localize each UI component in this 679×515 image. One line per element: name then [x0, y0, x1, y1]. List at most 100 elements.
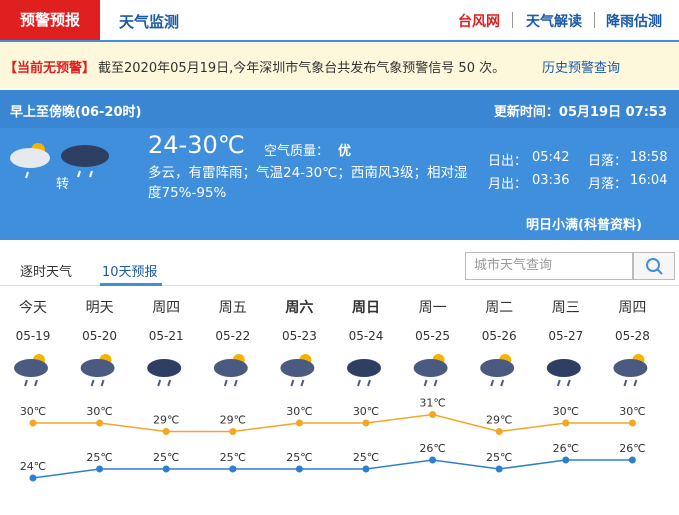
rain	[633, 379, 638, 387]
high-point	[96, 419, 104, 427]
rain	[157, 379, 162, 387]
rain	[500, 379, 505, 387]
low-label: 25℃	[153, 451, 179, 464]
rain	[566, 379, 571, 387]
weather-icon	[213, 354, 248, 387]
cloud	[413, 359, 448, 377]
date-label: 05-24	[349, 329, 384, 343]
rain	[490, 379, 495, 387]
cloud	[347, 359, 381, 377]
nav-tab[interactable]: 天气监测	[119, 13, 180, 31]
high-label: 31℃	[419, 397, 445, 410]
date-label: 05-19	[16, 329, 51, 343]
weather-icon	[280, 354, 315, 387]
alert-text: 截至2020年05月19日,今年深圳市气象台共发布气象预警信号 50 次。	[98, 61, 506, 76]
rain	[556, 379, 561, 387]
low-label: 24℃	[20, 460, 46, 473]
cloud	[213, 359, 248, 377]
today-icon	[10, 143, 109, 179]
cloud	[546, 359, 581, 377]
today-header	[0, 90, 679, 128]
nav-link[interactable]: 天气解读	[526, 14, 582, 30]
tab[interactable]: 10天预报	[102, 265, 158, 280]
high-point	[495, 428, 503, 435]
cloud	[80, 359, 115, 377]
day-label: 周一	[419, 300, 447, 316]
search-input[interactable]: 城市天气查询	[465, 252, 633, 280]
low-point	[495, 465, 503, 473]
cloud	[613, 359, 648, 377]
rain	[357, 379, 361, 387]
day-label: 周四	[618, 300, 646, 316]
low-point	[362, 465, 370, 473]
high-label: 30℃	[86, 405, 112, 418]
high-point	[29, 419, 37, 427]
date-label: 05-20	[82, 329, 117, 343]
low-point	[96, 465, 104, 473]
rain	[34, 379, 38, 387]
sun-label: 月落：	[588, 177, 628, 192]
high-label: 30℃	[619, 405, 645, 418]
weather-icon	[546, 359, 581, 387]
rain	[90, 379, 95, 387]
rain	[100, 379, 105, 387]
nav-link[interactable]: 降雨估测	[606, 14, 662, 30]
date-label: 05-28	[615, 329, 650, 343]
rain	[233, 379, 238, 387]
weather-icon	[480, 354, 515, 387]
nav-tab[interactable]: 预警预报	[0, 0, 100, 40]
tab[interactable]: 逐时天气	[20, 265, 73, 280]
cloud	[147, 359, 182, 377]
weather-icon	[147, 359, 182, 387]
low-label: 25℃	[86, 451, 112, 464]
high-label: 30℃	[353, 405, 379, 418]
sun-label: 日出：	[488, 154, 528, 169]
period: 早上至傍晚(06-20时)	[10, 105, 142, 120]
weather-icon	[613, 354, 648, 387]
weather-icon	[14, 354, 48, 387]
separator	[512, 12, 513, 28]
high-point	[628, 419, 636, 427]
turn: 转	[56, 177, 70, 192]
rain	[433, 379, 438, 387]
rain	[423, 379, 428, 387]
day-label: 周日	[352, 300, 380, 316]
divider	[0, 285, 679, 286]
high-point	[295, 419, 303, 427]
updated: 更新时间：05月19日 07:53	[493, 105, 667, 120]
date-label: 05-21	[149, 329, 184, 343]
low-point	[628, 456, 636, 464]
high-label: 30℃	[553, 405, 579, 418]
separator	[594, 12, 595, 28]
nav-link[interactable]: 台风网	[458, 14, 500, 30]
low-point	[429, 456, 437, 464]
note-link[interactable]: 明日小满(科普资料)	[526, 218, 642, 233]
day-label: 周四	[152, 300, 180, 316]
alert-link[interactable]: 历史预警查询	[542, 61, 621, 76]
search-button[interactable]	[633, 252, 675, 280]
sun-time: 16:04	[630, 173, 668, 188]
sun-label: 月出：	[488, 177, 528, 192]
high-point	[429, 411, 437, 418]
tab-underline	[100, 283, 162, 286]
weather-icon	[347, 359, 381, 387]
high-point	[562, 419, 570, 427]
low-label: 25℃	[486, 451, 512, 464]
alert-status: 【当前无预警】	[4, 61, 96, 76]
day-label: 明天	[86, 300, 114, 316]
high-label: 29℃	[220, 414, 246, 427]
high-point	[162, 428, 170, 435]
alert-bar	[0, 42, 679, 88]
date-label: 05-27	[548, 329, 583, 343]
day-label: 今天	[19, 300, 47, 316]
nav-bar	[0, 0, 679, 42]
day-label: 周二	[485, 300, 513, 316]
high-point	[229, 428, 237, 435]
weather-icon	[80, 354, 115, 387]
low-point	[29, 474, 37, 482]
day-label: 周五	[219, 300, 247, 316]
today-desc: 多云，有雷阵雨；气温24-30℃；西南风3级；相对湿度75%-95%	[148, 165, 468, 201]
high-label: 30℃	[20, 405, 46, 418]
low-label: 26℃	[553, 442, 579, 455]
